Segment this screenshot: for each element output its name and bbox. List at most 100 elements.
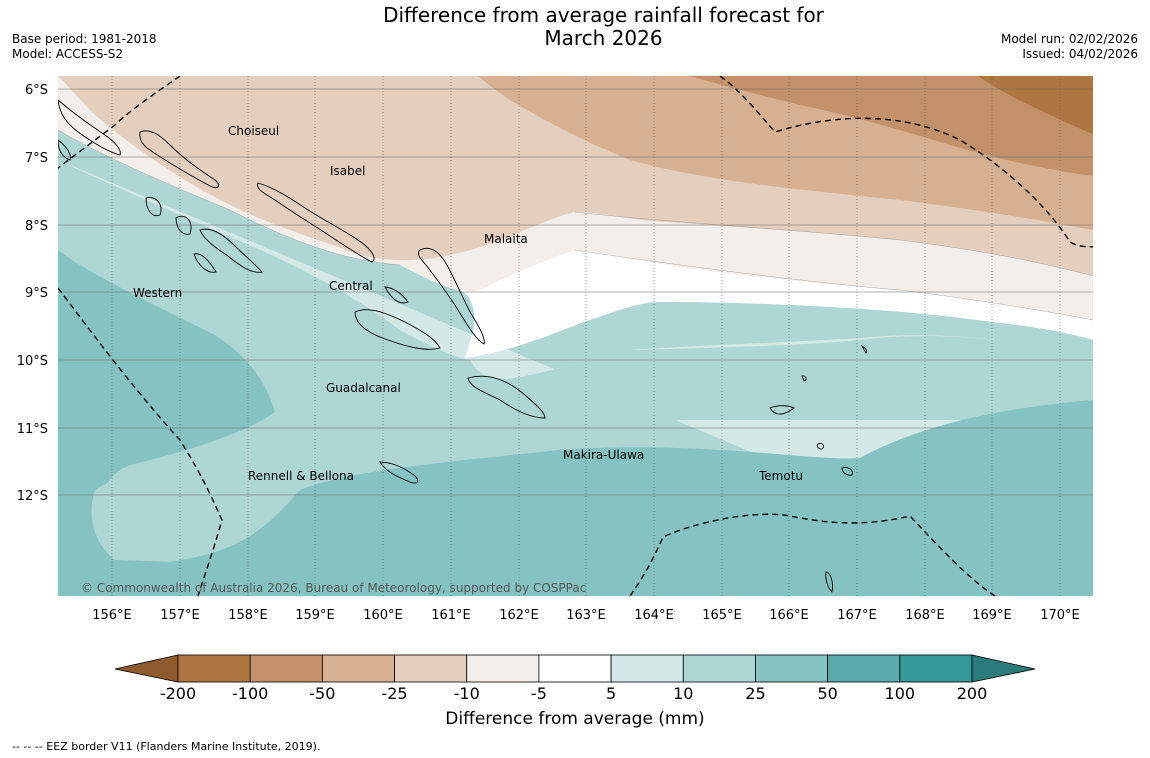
lon-label: 167°E: [837, 608, 877, 623]
island-western-b: [175, 215, 192, 235]
colorbar-arrow-right: [971, 654, 1036, 683]
region-label-malaita: Malaita: [484, 232, 528, 246]
island-bougainville: [58, 139, 71, 161]
colorbar-cell: [394, 654, 468, 683]
island-reef: [801, 375, 807, 382]
meta-right: Model run: 02/02/2026 Issued: 04/02/2026: [1001, 32, 1138, 62]
coastlines: [58, 99, 868, 593]
lat-label: 9°S: [25, 286, 48, 301]
title-line-2: March 2026: [544, 26, 663, 50]
model-text: Model: ACCESS-S2: [12, 47, 124, 61]
lon-label: 165°E: [702, 608, 742, 623]
model-run-text: Model run: 02/02/2026: [1000, 32, 1138, 46]
lat-labels: 6°S 7°S 8°S 9°S 10°S 11°S 12°S: [17, 83, 48, 504]
region-label-rennell-bellona: Rennell & Bellona: [248, 469, 354, 483]
lon-label: 169°E: [972, 608, 1012, 623]
island-anuta: [816, 443, 825, 450]
island-russell: [384, 286, 409, 304]
colorbar-ticks: -200 -100 -50 -25 -10 -5 5 10 25 50 100 200: [160, 684, 987, 703]
colorbar: -200 -100 -50 -25 -10 -5 5 10 25 50 100 200: [114, 654, 1036, 703]
colorbar-cell: [682, 654, 756, 683]
region-label-choiseul: Choiseul: [228, 124, 279, 138]
band-minus100-minus200: [978, 76, 1093, 134]
eez-border: [58, 76, 1093, 596]
colorbar-tick-label: 25: [745, 684, 765, 703]
lat-label: 10°S: [17, 354, 48, 369]
colorbar-cell: [177, 654, 251, 683]
island-western-a: [145, 197, 162, 217]
colorbar-tick-label: -25: [381, 684, 407, 703]
island-shortland: [58, 99, 121, 156]
colorbar-cell: [755, 654, 829, 683]
colorbar-arrow-left: [114, 654, 179, 683]
title-line-1: Difference from average rainfall forecas…: [383, 3, 824, 27]
region-label-central: Central: [329, 279, 373, 293]
colorbar-tick-label: 10: [673, 684, 693, 703]
region-label-guadalcanal: Guadalcanal: [326, 381, 401, 395]
colorbar-cell: [466, 654, 540, 683]
meta-left: Base period: 1981-2018 Model: ACCESS-S2: [12, 32, 157, 62]
colorbar-tick-label: 100: [885, 684, 916, 703]
island-tikopia: [825, 571, 833, 593]
colorbar-tick-label: 5: [606, 684, 616, 703]
region-label-temotu: Temotu: [758, 469, 803, 483]
issued-text: Issued: 04/02/2026: [1022, 47, 1138, 61]
copyright-text: © Commonwealth of Australia 2026, Bureau…: [81, 581, 586, 595]
region-label-isabel: Isabel: [330, 164, 365, 178]
colorbar-tick-label: -50: [309, 684, 335, 703]
island-makira: [379, 461, 419, 484]
colorbar-cell: [899, 654, 973, 683]
island-ontong: [860, 344, 868, 354]
region-labels: Choiseul Isabel Malaita Central Western …: [133, 124, 803, 483]
colorbar-cell: [827, 654, 901, 683]
colorbar-tick-label: 200: [957, 684, 988, 703]
lat-label: 12°S: [17, 489, 48, 504]
colorbar-title: Difference from average (mm): [445, 709, 705, 729]
colorbar-cell: [249, 654, 323, 683]
colorbar-cells: [177, 654, 973, 683]
colorbar-tick-label: 50: [817, 684, 837, 703]
lon-labels: 156°E 157°E 158°E 159°E 160°E 161°E 162°…: [92, 608, 1080, 623]
base-period-text: Base period: 1981-2018: [12, 32, 157, 46]
colorbar-cell: [610, 654, 684, 683]
contour-lines: [58, 129, 1093, 321]
band-10-25-southwest-inner: [91, 445, 300, 560]
island-isabel: [257, 182, 375, 263]
island-central: [354, 309, 441, 350]
lon-label: 157°E: [160, 608, 200, 623]
island-malaita: [417, 247, 485, 345]
colorbar-cell: [321, 654, 395, 683]
map-title: Difference from average rainfall forecas…: [0, 4, 1150, 50]
colorbar-cell: [538, 654, 612, 683]
lat-label: 11°S: [17, 422, 48, 437]
colorbar-tick-label: -5: [531, 684, 547, 703]
island-santa-cruz: [769, 405, 795, 415]
lat-label: 7°S: [25, 151, 48, 166]
lon-label: 161°E: [431, 608, 471, 623]
colorbar-tick-label: -10: [454, 684, 480, 703]
lat-label: 8°S: [25, 219, 48, 234]
lat-label: 6°S: [25, 83, 48, 98]
island-vanikoro: [841, 467, 853, 476]
lon-label: 163°E: [566, 608, 606, 623]
lon-label: 166°E: [769, 608, 809, 623]
island-western-c: [199, 228, 263, 273]
graticule: [58, 88, 1093, 496]
lon-label: 159°E: [295, 608, 335, 623]
island-western-d: [193, 253, 217, 273]
island-choiseul: [139, 130, 220, 189]
lon-label: 164°E: [634, 608, 674, 623]
lon-label: 170°E: [1040, 608, 1080, 623]
lon-label: 162°E: [499, 608, 539, 623]
colorbar-tick-label: -100: [232, 684, 268, 703]
lon-label: 168°E: [905, 608, 945, 623]
eez-footnote: -- -- -- EEZ border V11 (Flanders Marine…: [12, 740, 321, 753]
band-25-50-redraw: [58, 250, 1093, 596]
lon-label: 156°E: [92, 608, 132, 623]
region-label-western: Western: [133, 286, 182, 300]
lon-label: 160°E: [363, 608, 403, 623]
forecast-field: Choiseul Isabel Malaita Central Western …: [58, 76, 1093, 596]
band-10-25-middle: [58, 188, 1093, 420]
lon-label: 158°E: [228, 608, 268, 623]
